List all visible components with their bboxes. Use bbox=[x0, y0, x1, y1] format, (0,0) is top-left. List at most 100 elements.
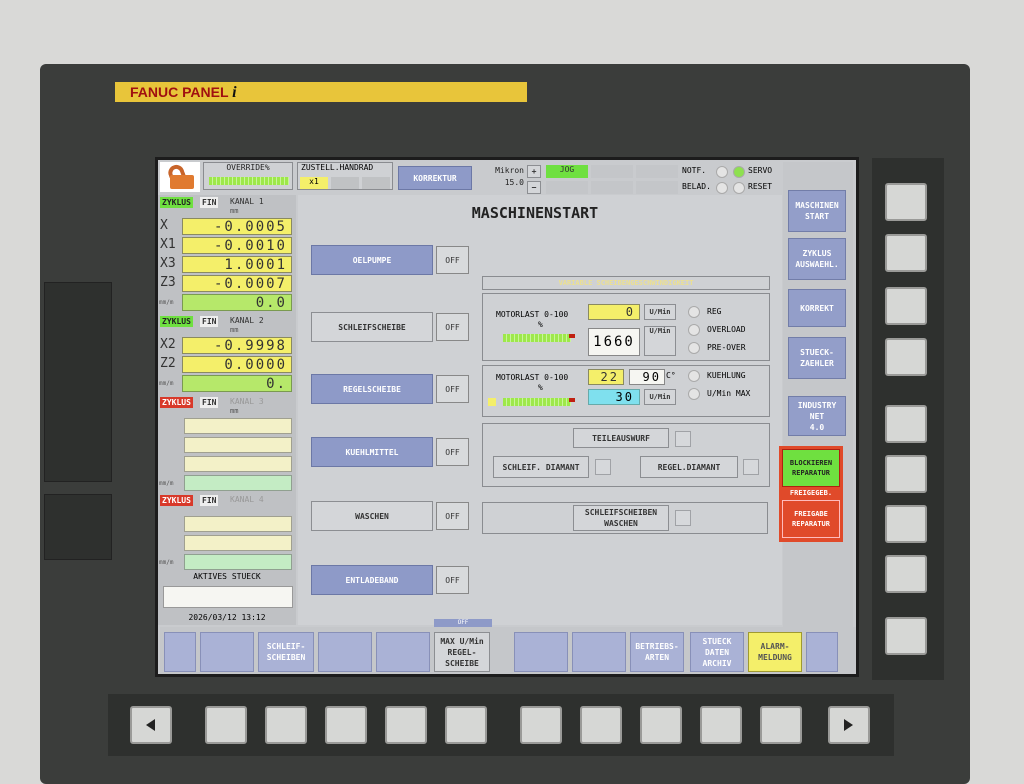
zustell-label: ZUSTELL.HANDRAD bbox=[301, 163, 374, 172]
row-button-schleifscheibe[interactable]: SCHLEIFSCHEIBE bbox=[311, 312, 433, 342]
hw-key-right[interactable] bbox=[885, 234, 927, 272]
notf-indicator bbox=[716, 166, 728, 178]
hw-key-bottom[interactable] bbox=[640, 706, 682, 744]
axis-name: Z2 bbox=[160, 356, 176, 371]
hw-key-next[interactable] bbox=[828, 706, 870, 744]
hw-key-right[interactable] bbox=[885, 555, 927, 593]
motor2-pct: % bbox=[538, 383, 543, 392]
softkey-betriebs[interactable]: BETRIEBS- ARTEN bbox=[630, 632, 684, 672]
hw-key-prev[interactable] bbox=[130, 706, 172, 744]
softkey-empty[interactable] bbox=[514, 632, 568, 672]
axis-name: X bbox=[160, 218, 168, 233]
arrow-right-icon bbox=[844, 719, 853, 731]
row-button-entladeband[interactable]: ENTLADEBAND bbox=[311, 565, 433, 595]
hw-key-bottom[interactable] bbox=[700, 706, 742, 744]
regel-diamant-button[interactable]: REGEL.DIAMANT bbox=[640, 456, 738, 478]
unit-label: mm bbox=[230, 207, 239, 215]
motor2-indicator bbox=[488, 398, 496, 406]
hw-key-right[interactable] bbox=[885, 183, 927, 221]
row-state-entladeband[interactable]: OFF bbox=[436, 566, 469, 594]
radio-pre-over bbox=[688, 342, 700, 354]
hw-key-bottom[interactable] bbox=[265, 706, 307, 744]
softkey-empty[interactable] bbox=[164, 632, 196, 672]
axis-value-empty bbox=[184, 437, 292, 453]
hw-key-right[interactable] bbox=[885, 338, 927, 376]
row-state-regelscheibe[interactable]: OFF bbox=[436, 375, 469, 403]
regel-diamant-checkbox[interactable] bbox=[743, 459, 759, 475]
softkey-empty[interactable] bbox=[572, 632, 626, 672]
schleifscheiben-waschen-button[interactable]: SCHLEIFSCHEIBEN WASCHEN bbox=[573, 505, 669, 531]
belad-indicator bbox=[716, 182, 728, 194]
hw-key-right[interactable] bbox=[885, 405, 927, 443]
belad-label: BELAD. bbox=[682, 182, 711, 191]
menu-korrekt[interactable]: KORREKT bbox=[788, 289, 846, 327]
blockieren-reparatur-button[interactable]: BLOCKIEREN REPARATUR bbox=[782, 449, 840, 487]
row-state-schleifscheibe[interactable]: OFF bbox=[436, 313, 469, 341]
row-button-regelscheibe[interactable]: REGELSCHEIBE bbox=[311, 374, 433, 404]
radio-indicator bbox=[688, 388, 700, 400]
radio-label: OVERLOAD bbox=[707, 325, 746, 334]
row-state-waschen[interactable]: OFF bbox=[436, 502, 469, 530]
handrad-x1[interactable]: x1 bbox=[300, 177, 328, 189]
softkey-alarm[interactable]: ALARM- MELDUNG bbox=[748, 632, 802, 672]
motor1-value: 0 bbox=[588, 304, 640, 320]
axis-name: X3 bbox=[160, 256, 176, 271]
handrad-x100[interactable] bbox=[362, 177, 390, 189]
teileauswurf-button[interactable]: TEILEAUSWURF bbox=[573, 428, 669, 448]
hw-key-bottom[interactable] bbox=[520, 706, 562, 744]
freigabe-reparatur-button[interactable]: FREIGABE REPARATUR bbox=[782, 500, 840, 538]
mikron-label: Mikron bbox=[495, 166, 524, 175]
row-button-oelpumpe[interactable]: OELPUMPE bbox=[311, 245, 433, 275]
handrad-x10[interactable] bbox=[331, 177, 359, 189]
axis-value: -0.9998 bbox=[182, 337, 292, 354]
schleif-diamant-button[interactable]: SCHLEIF. DIAMANT bbox=[493, 456, 589, 478]
softkey-maxumin[interactable]: MAX U/Min REGEL- SCHEIBE bbox=[434, 632, 490, 672]
minus-button[interactable]: − bbox=[527, 181, 541, 194]
korrektur-button[interactable]: KORREKTUR bbox=[398, 166, 472, 190]
hw-key-bottom[interactable] bbox=[385, 706, 427, 744]
feed-unit: mm/m bbox=[159, 559, 174, 566]
fin-badge: FIN bbox=[200, 397, 219, 408]
softkey-empty[interactable] bbox=[318, 632, 372, 672]
hw-key-bottom[interactable] bbox=[325, 706, 367, 744]
softkey-empty[interactable] bbox=[200, 632, 254, 672]
menu-zyklus[interactable]: ZYKLUS AUSWAEHL. bbox=[788, 238, 846, 280]
row-state-oelpumpe[interactable]: OFF bbox=[436, 246, 469, 274]
mode-jog: JOG bbox=[546, 165, 588, 178]
override-box: OVERRIDE% bbox=[203, 162, 293, 190]
hw-key-bottom[interactable] bbox=[445, 706, 487, 744]
hw-key-right[interactable] bbox=[885, 455, 927, 493]
axis-value: 1.0001 bbox=[182, 256, 292, 273]
zyklus-badge: ZYKLUS bbox=[160, 397, 193, 408]
axis-value: -0.0005 bbox=[182, 218, 292, 235]
hw-key-bottom[interactable] bbox=[205, 706, 247, 744]
motor2-speed[interactable]: 30 bbox=[588, 389, 640, 405]
schleif-diamant-checkbox[interactable] bbox=[595, 459, 611, 475]
menu-maschinen[interactable]: MASCHINEN START bbox=[788, 190, 846, 232]
softkey-schleif[interactable]: SCHLEIF- SCHEIBEN bbox=[258, 632, 314, 672]
schleifscheiben-waschen-checkbox[interactable] bbox=[675, 510, 691, 526]
softkey-stueck[interactable]: STUECK DATEN ARCHIV bbox=[690, 632, 744, 672]
radio-overload bbox=[688, 324, 700, 336]
motor1-speed[interactable]: 1660 bbox=[588, 328, 640, 356]
row-button-waschen[interactable]: WASCHEN bbox=[311, 501, 433, 531]
motor1-pct: % bbox=[538, 320, 543, 329]
servo-label: SERVO bbox=[748, 166, 773, 175]
plus-button[interactable]: + bbox=[527, 165, 541, 178]
hw-key-bottom[interactable] bbox=[580, 706, 622, 744]
hw-key-right[interactable] bbox=[885, 287, 927, 325]
menu-stueck[interactable]: STUECK- ZAEHLER bbox=[788, 337, 846, 379]
hw-key-right[interactable] bbox=[885, 617, 927, 655]
hw-key-right[interactable] bbox=[885, 505, 927, 543]
lock-button[interactable] bbox=[160, 162, 200, 192]
softkey-empty[interactable] bbox=[806, 632, 838, 672]
row-button-kuehlmittel[interactable]: KUEHLMITTEL bbox=[311, 437, 433, 467]
teileauswurf-checkbox[interactable] bbox=[675, 431, 691, 447]
kanal-label: KANAL 2 bbox=[230, 316, 264, 325]
softkey-empty[interactable] bbox=[376, 632, 430, 672]
hw-key-bottom[interactable] bbox=[760, 706, 802, 744]
row-state-kuehlmittel[interactable]: OFF bbox=[436, 438, 469, 466]
off-indicator: OFF bbox=[434, 619, 492, 627]
menu-industry[interactable]: INDUSTRY NET 4.0 bbox=[788, 396, 846, 436]
feed-value-empty bbox=[184, 554, 292, 570]
